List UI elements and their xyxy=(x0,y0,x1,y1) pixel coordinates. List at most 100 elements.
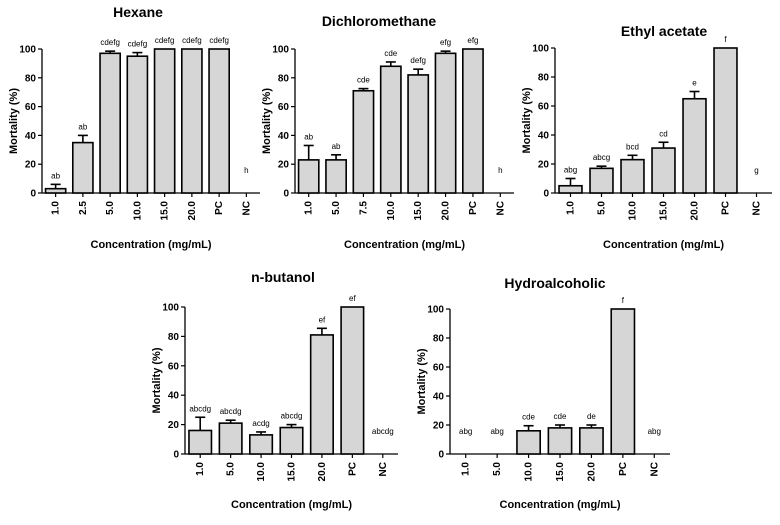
category-label: NC xyxy=(752,201,763,215)
category-label: 10.0 xyxy=(386,201,397,221)
x-axis-label: Concentration (mg/mL) xyxy=(91,239,212,251)
y-axis-label: Mortality (%) xyxy=(521,87,533,153)
bar xyxy=(44,187,67,194)
category-label: 5.0 xyxy=(105,201,116,215)
significance-letter: ef xyxy=(349,294,356,303)
y-tick-label: 80 xyxy=(538,73,550,84)
significance-letter: e xyxy=(692,79,697,88)
category-label: NC xyxy=(495,201,506,215)
y-tick-label: 100 xyxy=(162,303,179,314)
significance-letter: cde xyxy=(554,412,567,421)
category-label: 15.0 xyxy=(287,462,298,482)
bar xyxy=(208,48,231,194)
chart-title: Hydroalcoholic xyxy=(504,275,605,291)
significance-letter: abcg xyxy=(593,153,610,162)
significance-letter: h xyxy=(498,166,502,175)
y-tick-label: 60 xyxy=(25,102,37,113)
chart-title: n-butanol xyxy=(251,269,315,285)
category-label: 10.0 xyxy=(524,462,535,482)
significance-letter: de xyxy=(587,412,596,421)
significance-letter: f xyxy=(622,296,625,305)
category-label: PC xyxy=(721,201,732,215)
category-label: 1.0 xyxy=(51,201,62,215)
significance-letter: efg xyxy=(440,38,451,47)
category-label: 5.0 xyxy=(492,462,503,476)
y-axis-label: Mortality (%) xyxy=(416,348,428,414)
chart-title: Hexane xyxy=(113,4,163,20)
chart-panel: Hexane Mortality (%) Concentration (mg/mL)… xyxy=(8,4,260,251)
y-tick-label: 60 xyxy=(278,102,290,113)
significance-letter: abcdg xyxy=(220,407,242,416)
y-tick-label: 20 xyxy=(538,160,550,171)
bar xyxy=(153,48,176,194)
bar xyxy=(589,167,614,194)
category-label: 5.0 xyxy=(331,201,342,215)
y-tick-label: 0 xyxy=(30,189,36,200)
bar xyxy=(682,97,707,194)
y-tick-label: 40 xyxy=(168,391,180,402)
significance-letter: cdefg xyxy=(128,40,148,49)
significance-letter: abg xyxy=(564,166,577,175)
significance-letter: abg xyxy=(459,427,472,436)
y-tick-label: 100 xyxy=(427,305,444,316)
y-tick-label: 20 xyxy=(168,420,180,431)
significance-letter: ab xyxy=(304,132,313,141)
category-label: 20.0 xyxy=(586,462,597,482)
bar xyxy=(620,158,645,194)
y-tick-label: 0 xyxy=(283,189,289,200)
category-label: 20.0 xyxy=(187,201,198,221)
significance-letter: ab xyxy=(78,122,87,131)
y-tick-label: 60 xyxy=(433,363,445,374)
significance-letter: ef xyxy=(319,315,326,324)
category-label: 1.0 xyxy=(195,462,206,476)
y-tick-label: 0 xyxy=(543,189,549,200)
y-tick-label: 100 xyxy=(272,45,289,56)
bar xyxy=(407,74,430,194)
y-tick-label: 40 xyxy=(278,131,290,142)
category-label: NC xyxy=(378,462,389,476)
significance-letter: g xyxy=(754,166,758,175)
bar xyxy=(434,52,457,194)
category-label: 5.0 xyxy=(597,201,608,215)
y-axis-label: Mortality (%) xyxy=(151,347,163,413)
category-label: 7.5 xyxy=(358,201,369,215)
category-label: 20.0 xyxy=(690,201,701,221)
significance-letter: h xyxy=(244,166,248,175)
category-label: 20.0 xyxy=(317,462,328,482)
bar xyxy=(340,306,365,455)
category-label: 10.0 xyxy=(256,462,267,482)
category-label: 2.5 xyxy=(78,201,89,215)
significance-letter: abcdg xyxy=(281,412,303,421)
bar xyxy=(249,434,274,455)
y-tick-label: 60 xyxy=(538,102,550,113)
y-tick-label: 20 xyxy=(25,160,37,171)
significance-letter: bcd xyxy=(626,142,639,151)
y-axis-label: Mortality (%) xyxy=(8,88,20,154)
bar xyxy=(352,89,375,194)
category-label: 15.0 xyxy=(160,201,171,221)
category-label: 1.0 xyxy=(304,201,315,215)
chart-title: Ethyl acetate xyxy=(621,23,708,39)
category-label: 15.0 xyxy=(413,201,424,221)
significance-letter: abcdg xyxy=(189,404,211,413)
bar xyxy=(71,141,94,194)
bar xyxy=(188,429,213,455)
category-label: 1.0 xyxy=(461,462,472,476)
category-label: PC xyxy=(468,201,479,215)
chart-panel: Ethyl acetate Mortality (%) Concentration … xyxy=(521,23,772,251)
significance-letter: cdefg xyxy=(100,38,120,47)
category-label: 15.0 xyxy=(659,201,670,221)
y-tick-label: 80 xyxy=(278,73,290,84)
significance-letter: cde xyxy=(357,76,370,85)
y-tick-label: 0 xyxy=(173,450,179,461)
chart-panel: n-butanol Mortality (%) Concentration (mg/… xyxy=(151,269,398,511)
significance-letter: cdefg xyxy=(209,36,229,45)
bar xyxy=(180,48,203,194)
significance-letter: abcdg xyxy=(372,427,394,436)
significance-letter: acdg xyxy=(252,419,269,428)
chart-panel: Dichloromethane Mortality (%) Concentratio… xyxy=(261,13,514,251)
x-axis-label: Concentration (mg/mL) xyxy=(344,239,465,251)
bar xyxy=(325,159,347,194)
